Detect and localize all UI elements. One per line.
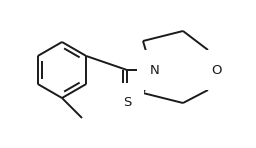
Text: S: S — [123, 96, 131, 110]
Text: O: O — [211, 63, 221, 77]
Text: N: N — [150, 63, 160, 77]
